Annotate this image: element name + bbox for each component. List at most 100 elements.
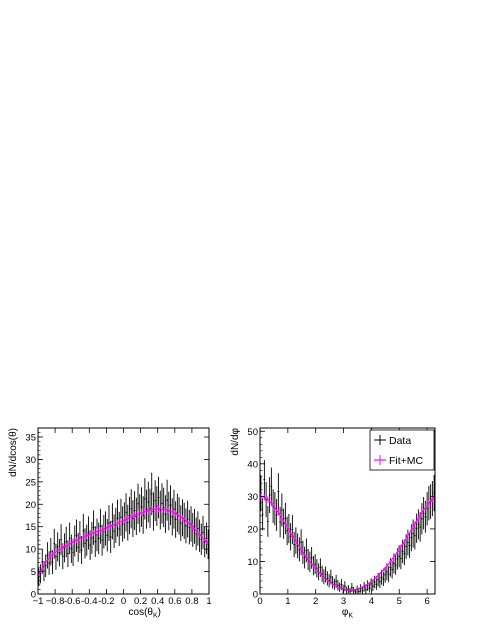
x-tick-label: -0.6 [64, 596, 80, 607]
y-tick-label: 15 [25, 522, 36, 533]
fit-curve-cos-theta [38, 508, 209, 576]
data-point [403, 542, 406, 566]
data-point [159, 490, 162, 530]
data-point [263, 460, 266, 499]
data-point [106, 518, 109, 552]
data-point [111, 503, 114, 540]
data-point [358, 588, 360, 594]
data-point [379, 575, 381, 588]
data-point [166, 479, 168, 521]
data-point [92, 510, 95, 545]
data-point [140, 487, 143, 527]
data-point [126, 504, 129, 541]
data-point [337, 579, 339, 591]
data-point [48, 551, 50, 575]
data-point [375, 578, 378, 590]
data-point [82, 513, 85, 548]
data-point [412, 519, 414, 548]
data-point [174, 501, 177, 538]
x-tick-label: −0.8 [46, 596, 65, 607]
data-point [108, 505, 110, 541]
data-point [408, 532, 411, 559]
x-tick-label: 2 [313, 596, 318, 607]
data-point [387, 566, 390, 583]
data-point [347, 585, 350, 594]
data-point [289, 523, 292, 551]
legend-box [369, 429, 435, 471]
y-tick-label: 5 [31, 567, 36, 578]
y-tick-label: 30 [247, 492, 258, 503]
data-point [382, 572, 385, 587]
y-axis-label-cos-theta: dN/dcos(θ) [8, 428, 19, 477]
data-point [145, 489, 148, 529]
data-point [270, 467, 273, 505]
data-point [303, 546, 306, 569]
data-point [284, 502, 287, 535]
x-tick-label: -0.4 [81, 596, 97, 607]
x-axis-label-phi: φK [342, 607, 353, 620]
ticks-cos-theta: −1 −0.8 -0.6 -0.4 -0.2 0 0.2 0.4 0.6 0.8 105101520… [25, 427, 212, 607]
panel-phi: 0 1 2 3 4 5 6 0 10 20 30 40 50 dN/dφ φK Data Fit+MC [230, 427, 436, 620]
data-point [265, 482, 267, 518]
x-axis-label-main: cos(θ [129, 607, 154, 618]
data-point [373, 575, 376, 589]
legend-label-fit: Fit+MC [389, 455, 424, 467]
data-point [84, 528, 86, 559]
data-point [193, 508, 196, 544]
data-point [370, 578, 372, 590]
data-point [99, 508, 102, 544]
data-point [331, 576, 334, 589]
data-point [46, 542, 49, 569]
y-tick-label: 35 [25, 432, 36, 443]
data-point [394, 555, 397, 575]
data-point [164, 495, 167, 534]
data-point [118, 511, 121, 547]
y-tick-label: 0 [253, 590, 258, 601]
fit-errors-phi [260, 493, 433, 591]
data-point [268, 477, 271, 513]
fit-errors-cos-theta [38, 505, 207, 577]
data-point [128, 496, 131, 535]
data-point [321, 565, 323, 582]
data-point [179, 505, 182, 541]
y-tick-label: 10 [247, 557, 258, 568]
data-point [58, 539, 61, 567]
data-point [279, 506, 281, 538]
data-point [171, 498, 174, 536]
data-point [195, 517, 198, 551]
data-point [65, 526, 68, 558]
x-tick-label: 3 [341, 596, 346, 607]
data-point [130, 489, 133, 529]
x-axis-label-subscript: K [348, 613, 353, 620]
data-point [415, 513, 418, 543]
data-point [133, 491, 136, 530]
data-point [173, 489, 175, 529]
data-point [400, 547, 402, 570]
x-tick-label: 5 [397, 596, 402, 607]
data-point [365, 586, 367, 594]
data-point [135, 497, 138, 536]
data-points-cos-theta [38, 472, 209, 586]
data-point [293, 531, 295, 558]
y-tick-label: 0 [31, 590, 36, 601]
data-point [56, 532, 59, 562]
data-point [316, 559, 318, 578]
y-tick-label: 20 [25, 500, 36, 511]
x-axis-label-subscript: K [153, 613, 158, 620]
data-point [310, 547, 313, 569]
x-tick-label: 1 [206, 596, 211, 607]
data-point [349, 587, 351, 594]
data-point [419, 512, 421, 542]
data-point [300, 529, 302, 556]
data-point [422, 497, 425, 530]
y-tick-label: 30 [25, 455, 36, 466]
data-point [55, 543, 57, 570]
data-point [152, 492, 155, 531]
data-point [121, 506, 124, 542]
data-point [417, 509, 420, 540]
data-point [91, 522, 93, 554]
data-point [261, 498, 264, 531]
data-point [162, 487, 165, 528]
fit-curve-phi [260, 495, 435, 591]
x-axis-label-main: φ [342, 607, 349, 618]
